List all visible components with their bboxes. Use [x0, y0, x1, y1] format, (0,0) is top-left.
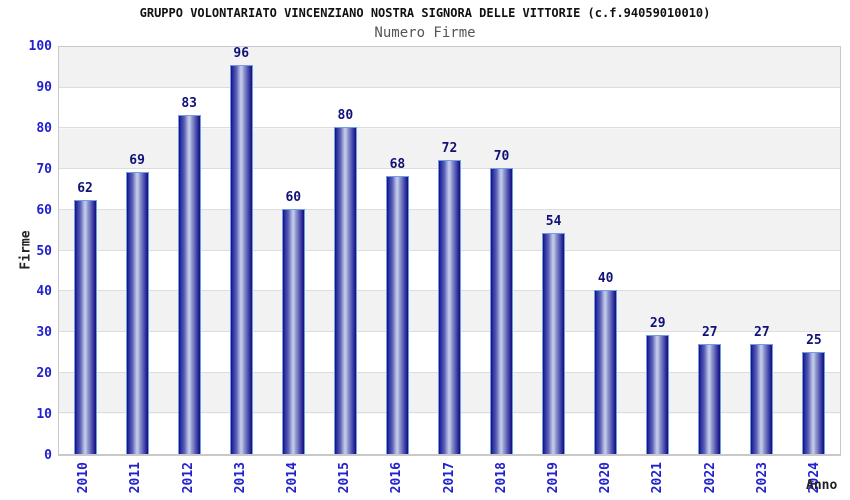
y-tick-label-70: 70 — [36, 161, 52, 177]
y-tick-label-0: 0 — [44, 448, 52, 463]
x-axis-title: Anno — [806, 478, 838, 493]
bar-slot-2017: 72 — [423, 47, 475, 454]
bar-slot-2023: 27 — [736, 47, 788, 454]
x-tick-label-2014: 2014 — [284, 462, 300, 494]
x-tick-label-2023: 2023 — [754, 462, 770, 494]
bar-2019 — [542, 233, 566, 454]
bar-2013 — [229, 65, 253, 454]
y-tick-label-40: 40 — [36, 284, 52, 300]
y-axis-tick-labels: 0 10 20 30 40 50 60 70 80 90 100 — [0, 39, 52, 463]
x-tick-label-2017: 2017 — [441, 462, 457, 494]
bar-value-label: 96 — [233, 46, 250, 61]
bar-value-label: 68 — [389, 156, 406, 172]
bar-2016 — [385, 175, 409, 454]
y-tick-label-50: 50 — [36, 243, 52, 259]
bar-slot-2013: 96 — [215, 47, 267, 454]
bar-2010 — [73, 200, 97, 454]
bar-slot-2020: 40 — [580, 47, 632, 454]
bar-2020 — [594, 290, 618, 454]
bar-value-label: 25 — [806, 332, 822, 348]
bar-value-label: 62 — [77, 181, 93, 197]
x-tick-label-2012: 2012 — [180, 462, 196, 494]
bar-value-label: 54 — [545, 214, 562, 230]
bar-value-label: 40 — [597, 271, 614, 287]
bar-value-label: 70 — [493, 148, 510, 164]
bar-slot-2010: 62 — [59, 47, 111, 454]
bar-value-label: 72 — [441, 140, 458, 156]
bar-2023 — [750, 343, 774, 454]
gridline-y-80 — [59, 127, 840, 129]
x-tick-label-2013: 2013 — [232, 462, 248, 494]
bar-2021 — [646, 335, 670, 454]
y-tick-label-80: 80 — [36, 120, 52, 136]
y-tick-label-20: 20 — [36, 366, 52, 382]
bar-slot-2014: 60 — [267, 47, 319, 454]
x-tick-label-2021: 2021 — [650, 462, 666, 494]
x-tick-label-2019: 2019 — [545, 462, 561, 494]
y-tick-label-30: 30 — [36, 325, 52, 341]
bar-value-label: 83 — [181, 95, 197, 111]
x-tick-label-2018: 2018 — [493, 462, 509, 494]
y-tick-label-90: 90 — [36, 79, 52, 95]
bar-2018 — [490, 167, 514, 454]
x-tick-label-2010: 2010 — [76, 462, 92, 494]
bars-row: 62 69 83 96 60 80 68 72 70 54 40 29 27 27 25 — [59, 47, 840, 454]
x-tick-label-2011: 2011 — [128, 462, 144, 494]
bar-slot-2018: 70 — [476, 47, 528, 454]
y-tick-label-100: 100 — [28, 39, 52, 54]
bar-2024 — [802, 351, 826, 454]
bar-slot-2022: 27 — [684, 47, 736, 454]
x-tick-label-2015: 2015 — [337, 462, 353, 494]
bar-slot-2016: 68 — [371, 47, 423, 454]
chart-subtitle: Numero Firme — [374, 25, 476, 41]
chart-title: GRUPPO VOLONTARIATO VINCENZIANO NOSTRA S… — [139, 6, 711, 20]
bar-2014 — [281, 208, 305, 454]
x-tick-label-2022: 2022 — [702, 462, 718, 494]
x-tick-label-2020: 2020 — [598, 462, 614, 494]
bar-2011 — [125, 171, 149, 454]
bar-value-label: 27 — [701, 324, 718, 340]
bar-slot-2019: 54 — [528, 47, 580, 454]
bar-value-label: 29 — [649, 316, 666, 332]
bar-slot-2015: 80 — [319, 47, 371, 454]
x-tick-label-2016: 2016 — [389, 462, 405, 494]
bar-2017 — [437, 159, 461, 454]
bar-value-label: 27 — [754, 324, 770, 340]
y-tick-label-10: 10 — [36, 407, 52, 423]
bar-2012 — [177, 114, 201, 454]
bar-value-label: 80 — [337, 107, 354, 123]
x-axis-tick-labels: 2010 2011 2012 2013 2014 2015 2016 2017 2018 2019… — [58, 460, 841, 500]
bar-slot-2021: 29 — [632, 47, 684, 454]
bar-slot-2024: 25 — [788, 47, 840, 454]
bar-value-label: 60 — [285, 189, 302, 205]
bar-slot-2011: 69 — [111, 47, 163, 454]
bar-2015 — [333, 126, 357, 454]
plot-area: 62 69 83 96 60 80 68 72 70 54 40 29 27 27 25 — [58, 46, 841, 456]
gridline-y-90 — [59, 86, 840, 88]
bar-value-label: 69 — [129, 152, 145, 168]
y-tick-label-60: 60 — [36, 202, 52, 218]
bar-slot-2012: 83 — [163, 47, 215, 454]
bar-2022 — [698, 343, 722, 454]
